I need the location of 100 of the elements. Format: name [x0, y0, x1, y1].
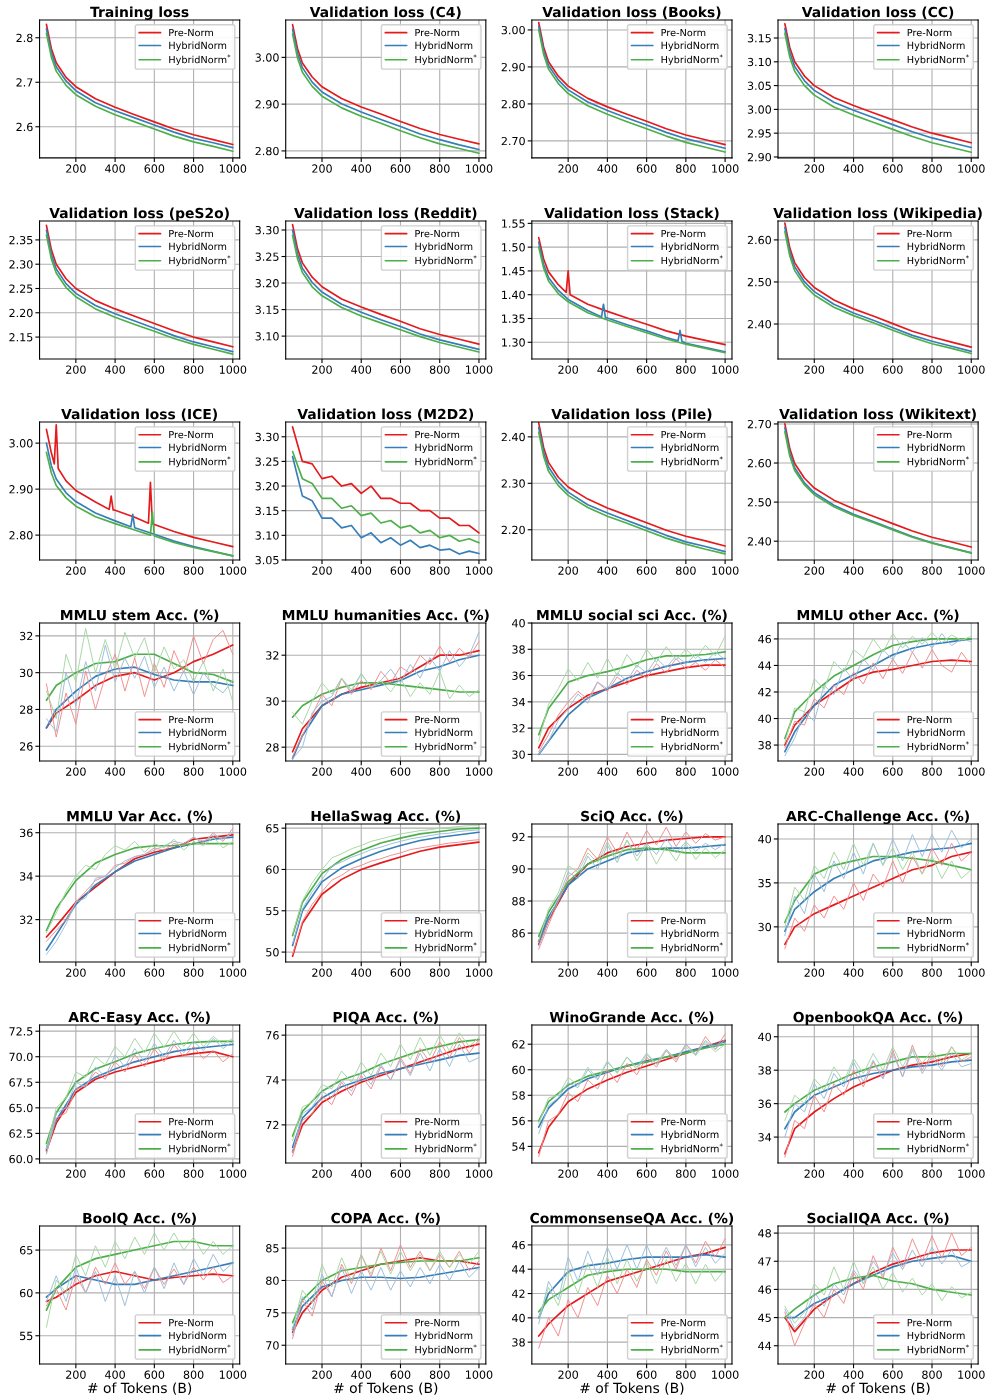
line-series — [45, 1240, 234, 1311]
y-tick-label: 2.70 — [747, 419, 772, 429]
x-tick-label: 600 — [144, 365, 165, 374]
x-tick-label: 1000 — [958, 566, 985, 575]
y-tick-label: 55 — [20, 1331, 33, 1341]
x-tick-label: 400 — [351, 164, 372, 173]
x-tick-label: 200 — [312, 767, 332, 776]
x-tick-label: 800 — [183, 968, 204, 977]
chart-title: OpenbookQA Acc. (%) — [793, 1011, 963, 1026]
x-tick-label: 200 — [804, 1370, 825, 1379]
y-tick-label: 1.40 — [502, 290, 525, 300]
chart-title: MMLU other Acc. (%) — [797, 609, 959, 622]
y-tick-label: 36 — [512, 671, 525, 680]
legend-label: HybridNorm$^{*}$ — [907, 741, 969, 753]
y-tick-label: 3.05 — [747, 81, 771, 90]
x-tick-label: 800 — [676, 365, 696, 374]
legend-label: HybridNorm — [907, 242, 965, 252]
x-tick-label: 800 — [922, 1169, 942, 1178]
line-series — [291, 426, 480, 534]
y-tick-label: 44 — [758, 1341, 772, 1350]
x-tick-label: 800 — [183, 767, 204, 776]
legend-label: HybridNorm — [415, 443, 473, 453]
x-tick-label: 600 — [390, 365, 411, 374]
y-tick-label: 2.60 — [747, 459, 772, 468]
x-tick-label: 200 — [66, 767, 86, 776]
y-tick-label: 46 — [512, 1240, 525, 1250]
y-tick-label: 32 — [20, 915, 33, 924]
y-tick-label: 2.90 — [255, 100, 279, 109]
x-tick-label: 1000 — [958, 1370, 985, 1379]
y-tick-label: 3.15 — [747, 34, 771, 43]
legend-label: Pre-Norm — [169, 431, 213, 439]
y-tick-label: 38 — [512, 1338, 525, 1347]
legend-label: HybridNorm$^{*}$ — [661, 1344, 723, 1356]
x-tick-label: 1000 — [466, 1370, 493, 1379]
legend-label: HybridNorm — [907, 929, 965, 939]
legend-label: HybridNorm — [661, 242, 719, 252]
y-tick-label: 35 — [758, 878, 771, 888]
legend-label: HybridNorm$^{*}$ — [169, 1344, 231, 1356]
x-tick-label: 400 — [597, 365, 618, 374]
x-tick-label: 400 — [351, 1370, 372, 1379]
legend-label: HybridNorm — [661, 1331, 719, 1341]
x-tick-label: 1000 — [219, 566, 247, 575]
y-tick-label: 92 — [512, 832, 525, 842]
x-tick-label: 200 — [312, 365, 332, 374]
line-series — [45, 1253, 234, 1307]
y-tick-label: 85 — [266, 1244, 279, 1253]
x-tick-label: 600 — [636, 1169, 657, 1178]
line-series — [45, 1262, 234, 1299]
x-tick-label: 1000 — [712, 365, 739, 374]
y-tick-label: 54 — [512, 1142, 525, 1151]
y-tick-label: 86 — [512, 929, 525, 938]
y-tick-label: 2.70 — [501, 136, 525, 146]
x-tick-label: 1000 — [466, 1169, 493, 1178]
x-tick-label: 200 — [312, 968, 332, 977]
x-tick-label: 600 — [636, 1370, 657, 1379]
x-tick-label: 600 — [636, 767, 657, 776]
y-tick-label: 3.10 — [255, 332, 279, 341]
y-tick-label: 47 — [758, 1257, 771, 1266]
line-series — [784, 855, 973, 924]
chart-title: Training loss — [90, 6, 189, 20]
x-tick-label: 600 — [390, 1370, 411, 1379]
y-tick-label: 1.50 — [502, 243, 525, 252]
chart-title: CommonsenseQA Acc. (%) — [530, 1212, 734, 1226]
legend-label: HybridNorm$^{*}$ — [661, 54, 723, 66]
y-tick-label: 34 — [758, 1133, 772, 1142]
chart-title: MMLU humanities Acc. (%) — [282, 609, 489, 622]
x-tick-label: 600 — [390, 1169, 411, 1178]
y-tick-label: 28 — [266, 743, 279, 752]
x-tick-label: 200 — [558, 968, 579, 977]
y-tick-label: 46 — [758, 634, 772, 644]
x-tick-label: 800 — [183, 164, 204, 173]
line-series — [291, 455, 480, 555]
x-tick-label: 400 — [105, 1169, 125, 1178]
chart-title: MMLU stem Acc. (%) — [61, 609, 219, 622]
y-tick-label: 40 — [512, 618, 525, 628]
x-tick-label: 800 — [183, 1370, 204, 1379]
legend-label: HybridNorm$^{*}$ — [169, 54, 231, 66]
legend-label: Pre-Norm — [907, 1118, 952, 1126]
legend-label: HybridNorm — [169, 1331, 227, 1341]
legend-label: HybridNorm — [415, 242, 473, 252]
y-tick-label: 1.45 — [502, 267, 525, 276]
chart-title: Validation loss (M2D2) — [297, 408, 474, 421]
legend-label: HybridNorm$^{*}$ — [415, 741, 477, 753]
legend-label: Pre-Norm — [907, 29, 952, 37]
y-tick-label: 70.0 — [9, 1052, 33, 1062]
y-tick-label: 2.15 — [9, 333, 33, 342]
y-tick-label: 2.80 — [255, 146, 279, 156]
x-tick-label: 800 — [183, 365, 204, 374]
legend-label: HybridNorm$^{*}$ — [661, 741, 723, 753]
x-tick-label: 1000 — [466, 164, 493, 173]
legend-label: Pre-Norm — [661, 917, 706, 925]
legend-label: HybridNorm — [169, 728, 227, 738]
y-tick-label: 76 — [266, 1031, 279, 1040]
y-tick-label: 3.30 — [255, 225, 279, 235]
legend-label: HybridNorm$^{*}$ — [661, 255, 723, 267]
y-tick-label: 75 — [266, 1308, 279, 1318]
x-tick-label: 400 — [351, 767, 372, 776]
legend-label: HybridNorm — [907, 1130, 965, 1140]
legend-label: HybridNorm — [661, 41, 719, 51]
line-series — [537, 651, 726, 736]
